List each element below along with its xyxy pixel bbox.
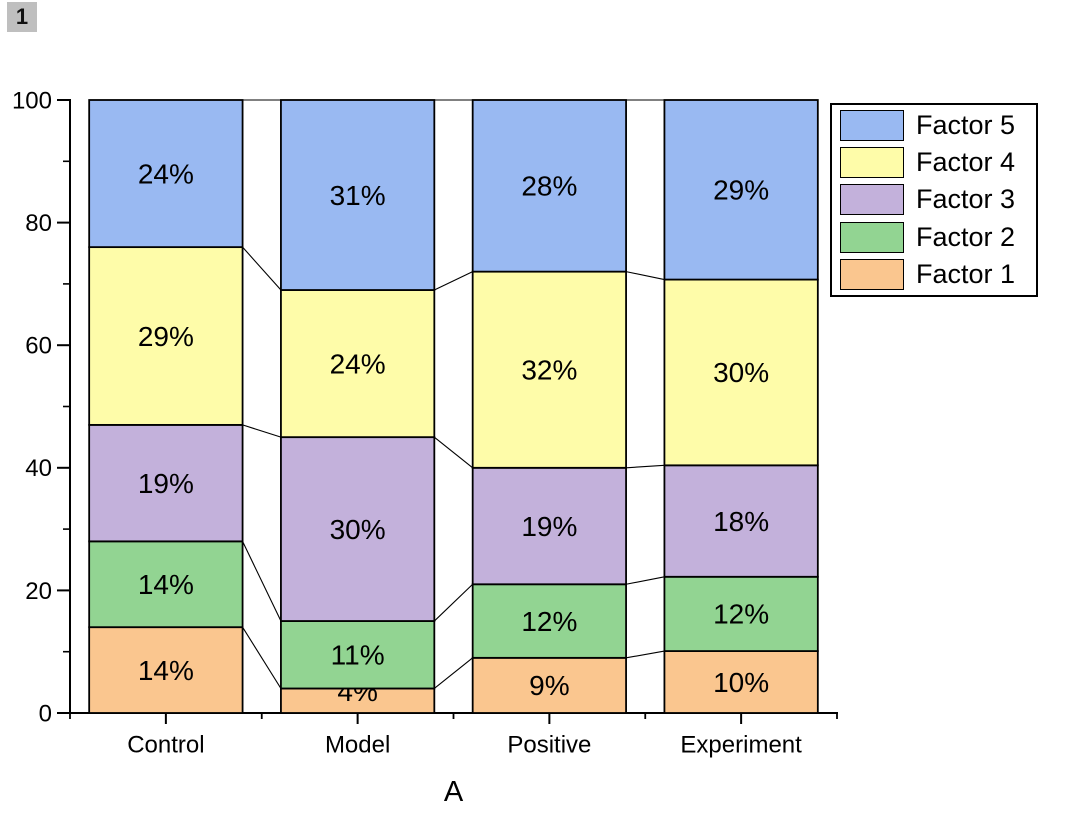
legend-entry[interactable]: Factor 3 (840, 181, 1036, 218)
bar-segment-factor-3-experiment[interactable] (663, 464, 819, 578)
bar-segment-label: 29% (713, 175, 769, 206)
x-axis-tick-label: Model (325, 731, 390, 758)
segment-connector-line (242, 541, 282, 622)
legend-entry[interactable]: Factor 4 (840, 144, 1036, 181)
bar-segment-label: 28% (521, 171, 577, 202)
segment-connector-line (626, 464, 665, 469)
bar-segment-factor-1-positive[interactable] (471, 656, 627, 714)
segment-connector-line (242, 246, 282, 291)
legend-entry-label: Factor 3 (916, 184, 1016, 215)
segment-connector-line (625, 650, 665, 659)
bar-segment-label: 14% (138, 569, 194, 600)
bar-segment-label: 24% (330, 348, 386, 379)
bar-segment-label: 32% (521, 355, 577, 386)
legend-entry-label: Factor 2 (916, 221, 1016, 252)
bar-segment-factor-5-positive[interactable] (471, 99, 627, 273)
x-axis-title: A (444, 776, 464, 808)
bar-segment-factor-4-experiment[interactable] (663, 278, 819, 467)
legend-swatch (840, 184, 904, 216)
bar-segment-label: 10% (713, 667, 769, 698)
segment-connector-line (625, 576, 665, 585)
legend-swatch (840, 110, 904, 142)
bar-segment-label: 12% (713, 599, 769, 630)
bar-segment-label: 19% (521, 511, 577, 542)
bar-segment-label: 29% (138, 321, 194, 352)
y-axis-tick-label: 40 (25, 455, 52, 482)
bar-segment-label: 30% (713, 357, 769, 388)
segment-connector-line (242, 626, 282, 689)
bar-segment-factor-1-control[interactable] (88, 626, 244, 714)
bar-segment-label: 9% (529, 670, 569, 701)
segment-connector-line (433, 657, 474, 689)
bar-segment-factor-3-control[interactable] (88, 423, 244, 543)
y-axis-tick-label: 100 (12, 87, 52, 114)
window-number-badge: 1 (7, 2, 37, 32)
bar-segment-label: 12% (521, 606, 577, 637)
segment-connector-line (625, 271, 665, 281)
segment-connector-line (434, 271, 473, 291)
x-axis-tick-label: Positive (507, 731, 591, 758)
bar-segment-factor-3-positive[interactable] (471, 466, 627, 586)
legend[interactable]: Factor 5 Factor 4 Factor 3 Factor 2 Factor 1 (830, 103, 1038, 297)
bar-segment-factor-5-experiment[interactable] (663, 99, 819, 281)
legend-entry-label: Factor 4 (916, 147, 1016, 178)
bar-segment-label: 19% (138, 468, 194, 499)
segment-connector-line (242, 424, 282, 438)
y-axis-tick-label: 20 (25, 578, 52, 605)
legend-entry[interactable]: Factor 2 (840, 219, 1036, 256)
bar-segment-factor-3-model[interactable] (280, 436, 436, 622)
legend-swatch (840, 258, 904, 290)
bar-segment-label: 11% (331, 640, 385, 671)
x-axis-tick-label: Control (127, 731, 204, 758)
bar-segment-factor-5-control[interactable] (88, 99, 244, 249)
legend-entry[interactable]: Factor 1 (840, 256, 1036, 293)
y-axis-tick-label: 80 (25, 210, 52, 237)
segment-connector-line (433, 583, 474, 622)
y-axis-tick-label: 0 (39, 700, 52, 727)
y-axis-tick-label: 60 (25, 333, 52, 360)
bar-segment-factor-5-model[interactable] (280, 99, 436, 291)
legend-entry[interactable]: Factor 5 (840, 107, 1036, 144)
legend-swatch (840, 147, 904, 179)
bar-segment-factor-2-positive[interactable] (471, 583, 627, 659)
bar-segment-label: 31% (330, 180, 386, 211)
segment-connector-line (433, 436, 474, 469)
bar-segment-label: 30% (330, 514, 386, 545)
legend-entry-label: Factor 1 (916, 258, 1016, 289)
x-axis-tick-label: Experiment (680, 731, 802, 758)
bar-segment-label: 24% (138, 158, 194, 189)
bar-segment-factor-2-model[interactable] (280, 620, 436, 690)
legend-entry-label: Factor 5 (916, 110, 1016, 141)
bar-segment-label: 18% (713, 506, 769, 537)
bar-segment-factor-4-control[interactable] (88, 246, 244, 426)
bar-segment-factor-1-model[interactable] (280, 687, 436, 714)
bar-segment-label: 14% (138, 655, 194, 686)
legend-swatch (840, 221, 904, 253)
bar-segment-factor-2-experiment[interactable] (663, 575, 819, 652)
bar-segment-factor-4-positive[interactable] (471, 270, 627, 469)
